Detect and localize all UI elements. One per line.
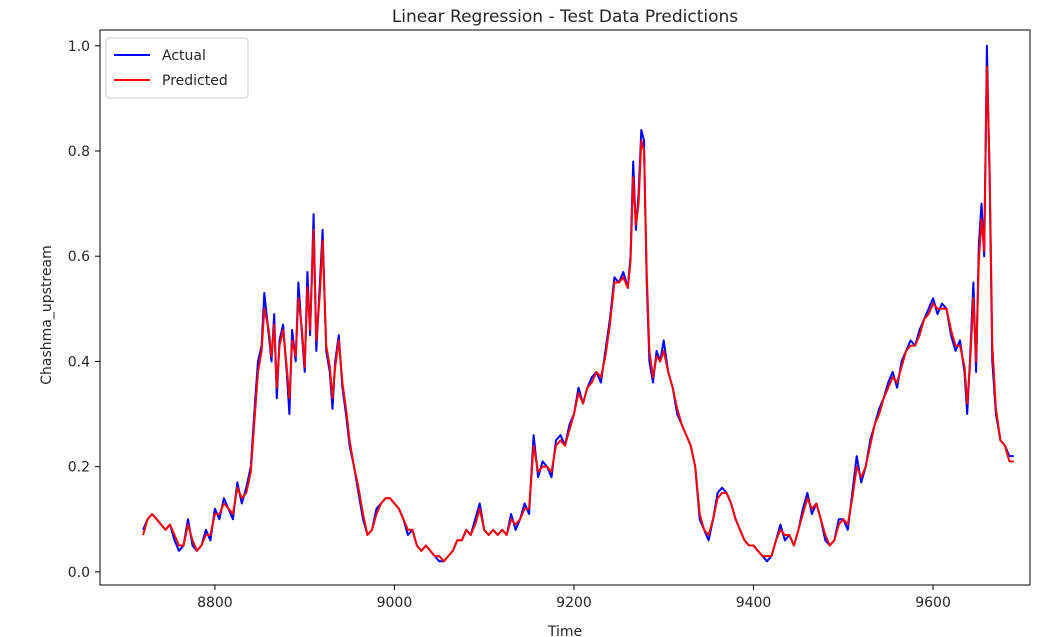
x-tick-label: 9600 — [915, 595, 951, 611]
chart-title: Linear Regression - Test Data Prediction… — [392, 7, 738, 27]
x-axis: 8800 9000 9200 9400 9600 — [197, 585, 951, 611]
legend: Actual Predicted — [105, 37, 249, 99]
series-layer — [142, 44, 1014, 563]
legend-box — [105, 37, 249, 99]
y-tick-label: 0.2 — [68, 460, 90, 476]
x-tick-label: 9000 — [377, 595, 413, 611]
y-tick-label: 0.6 — [68, 249, 90, 265]
plot-frame — [99, 29, 1031, 586]
y-axis-label: Chashma_upstream — [39, 245, 55, 384]
plot-area — [99, 29, 1031, 586]
y-tick-label: 0.0 — [68, 565, 90, 581]
y-tick-label: 1.0 — [68, 39, 90, 55]
x-tick-label: 9200 — [556, 595, 592, 611]
y-axis: 0.0 0.2 0.4 0.6 0.8 1.0 — [68, 39, 100, 581]
x-axis-label: Time — [547, 624, 582, 637]
legend-label-actual: Actual — [162, 48, 206, 64]
legend-label-predicted: Predicted — [162, 73, 228, 89]
x-tick-label: 8800 — [197, 595, 233, 611]
x-tick-label: 9400 — [736, 595, 772, 611]
series-line-predicted — [142, 65, 1014, 563]
y-tick-label: 0.8 — [68, 144, 90, 160]
y-tick-label: 0.4 — [68, 354, 90, 370]
